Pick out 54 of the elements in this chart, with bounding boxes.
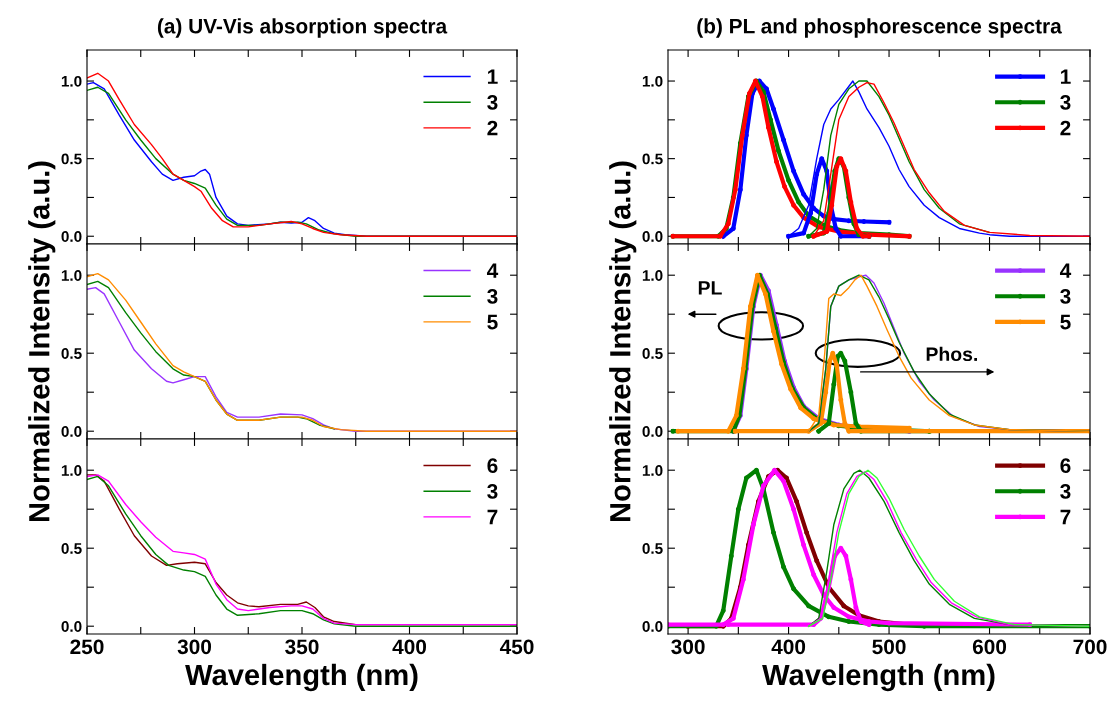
legend-label: 1 bbox=[487, 69, 498, 84]
legend-label: 3 bbox=[487, 288, 498, 304]
x-tick-label: 400 bbox=[771, 639, 806, 655]
y-tick-label: 0.0 bbox=[642, 426, 663, 437]
x-tick-label: 400 bbox=[392, 639, 427, 655]
x-tick-label: 250 bbox=[70, 639, 104, 655]
y-tick-label: 0.0 bbox=[642, 621, 663, 632]
y-tick-label: 1.0 bbox=[61, 270, 82, 281]
y-tick-label: 0.0 bbox=[61, 621, 82, 632]
x-tick-label: 300 bbox=[177, 639, 212, 655]
legend-label: 7 bbox=[487, 509, 498, 525]
y-axis-title: Normalized Intensity (a.u.) bbox=[609, 161, 637, 522]
legend-label: 6 bbox=[487, 458, 498, 474]
y-tick-label: 0.5 bbox=[61, 543, 82, 554]
x-axis-title: Wavelength (nm) bbox=[762, 663, 995, 692]
x-tick-label: 600 bbox=[972, 639, 1007, 655]
legend-label: 7 bbox=[1060, 509, 1071, 525]
chart-title: (a) UV-Vis absorption spectra bbox=[157, 18, 448, 38]
legend-label: 4 bbox=[1059, 263, 1072, 278]
chart-title: (b) PL and phosphorescence spectra bbox=[697, 18, 1062, 38]
x-tick-label: 500 bbox=[872, 639, 906, 655]
legend-label: 2 bbox=[487, 120, 498, 136]
legend-label: 3 bbox=[1060, 94, 1071, 110]
y-tick-label: 1.0 bbox=[61, 465, 82, 476]
x-tick-label: 300 bbox=[671, 639, 705, 655]
y-tick-label: 0.0 bbox=[642, 231, 663, 242]
legend-label: 3 bbox=[1060, 483, 1071, 499]
legend-label: 5 bbox=[487, 314, 498, 330]
y-tick-label: 0.5 bbox=[642, 543, 663, 554]
x-tick-label: 350 bbox=[285, 639, 319, 655]
legend-label: 5 bbox=[1060, 314, 1071, 330]
legend-label: 3 bbox=[487, 483, 498, 499]
y-tick-label: 0.5 bbox=[61, 348, 82, 359]
legend-label: 4 bbox=[486, 263, 499, 278]
x-tick-label: 700 bbox=[1073, 639, 1107, 655]
y-tick-label: 0.5 bbox=[61, 153, 82, 165]
y-tick-label: 1.0 bbox=[642, 75, 663, 87]
annotation: PL bbox=[698, 281, 722, 295]
legend-label: 3 bbox=[1060, 288, 1071, 304]
legend-label: 2 bbox=[1060, 120, 1071, 136]
legend-label: 1 bbox=[1060, 69, 1071, 84]
y-tick-label: 0.0 bbox=[61, 426, 82, 437]
y-tick-label: 0.5 bbox=[642, 348, 663, 359]
y-tick-label: 1.0 bbox=[642, 270, 663, 281]
y-tick-label: 0.0 bbox=[61, 231, 82, 242]
x-tick-label: 450 bbox=[499, 639, 534, 655]
annotation: Phos. bbox=[926, 346, 978, 362]
legend-label: 3 bbox=[487, 94, 498, 110]
y-tick-label: 0.5 bbox=[642, 153, 663, 165]
y-axis-title: Normalized Intensity (a.u.) bbox=[28, 161, 56, 522]
y-tick-label: 1.0 bbox=[642, 465, 663, 476]
x-axis-title: Wavelength (nm) bbox=[185, 663, 418, 692]
y-tick-label: 1.0 bbox=[61, 75, 82, 87]
legend-label: 6 bbox=[1060, 458, 1071, 474]
